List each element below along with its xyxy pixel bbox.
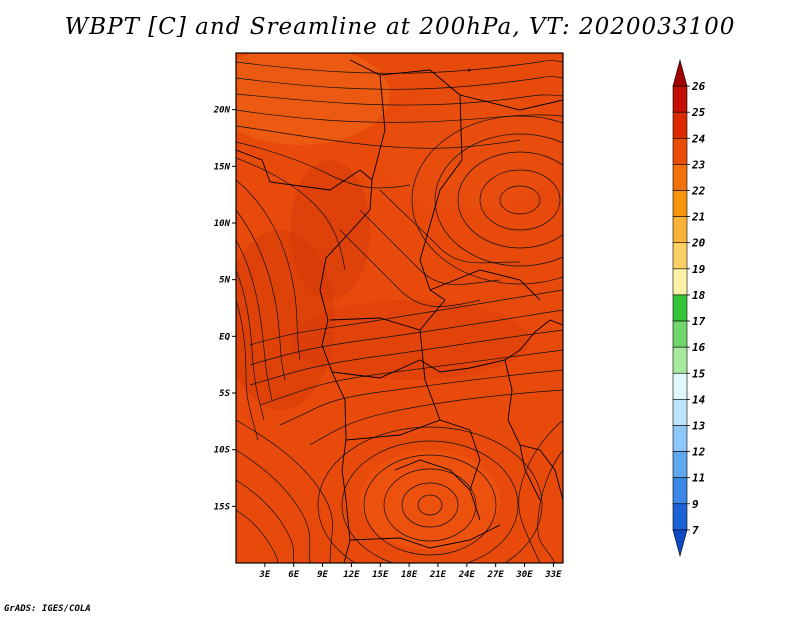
colorbar-label: 25 (691, 106, 706, 119)
colorbar-swatch (672, 111, 688, 139)
map-plot-area (235, 52, 564, 564)
colorbar-label: 21 (691, 211, 705, 224)
lon-tick-label: 12E (343, 570, 360, 580)
colorbar-swatch (672, 372, 688, 400)
grads-credit: GrADS: IGES/COLA (4, 604, 91, 614)
colorbar-label: 15 (692, 367, 706, 380)
lon-tick-label: 6E (288, 570, 299, 580)
colorbar-swatch (672, 346, 688, 374)
colorbar-label: 19 (692, 263, 706, 276)
colorbar-swatch (672, 138, 688, 165)
colorbar-swatch (672, 58, 688, 87)
lon-tick-label: 30E (515, 570, 533, 580)
lon-tick-label: 9E (317, 570, 328, 580)
colorbar-label: 26 (691, 80, 706, 93)
lat-tick-label: 5N (219, 276, 230, 286)
colorbar-label: 9 (692, 498, 699, 511)
colorbar-swatch (672, 529, 688, 558)
colorbar: 26 25 24 23 22 21 20 19 18 17 16 15 14 13 12 11 9 7 (672, 58, 706, 558)
colorbar-swatch (672, 399, 688, 426)
colorbar-label: 18 (692, 289, 706, 302)
lat-tick-label: 20N (213, 106, 231, 116)
streamlines (236, 60, 563, 563)
colorbar-swatch (672, 425, 688, 452)
colorbar-label: 20 (691, 237, 706, 250)
lat-tick-label: 15N (214, 162, 231, 172)
lat-tick-label: 10N (214, 219, 231, 229)
country-borders (236, 59, 563, 563)
colorbar-swatch (672, 242, 688, 270)
lon-tick-label: 15E (372, 570, 389, 580)
colorbar-label: 14 (692, 393, 706, 406)
colorbar-label: 7 (692, 524, 699, 537)
colorbar-swatch (672, 164, 688, 191)
colorbar-swatch (672, 503, 688, 531)
wbpt-shading (236, 53, 560, 550)
lat-tick-label: 15S (214, 502, 231, 512)
colorbar-label: 13 (692, 419, 706, 432)
colorbar-label: 17 (692, 315, 706, 328)
colorbar-swatch (672, 320, 688, 348)
colorbar-swatch (672, 477, 688, 505)
lat-tick-label: 5S (219, 389, 230, 399)
colorbar-label: 22 (691, 185, 706, 198)
colorbar-swatch (672, 268, 688, 296)
colorbar-label: 23 (691, 158, 706, 171)
lon-tick-label: 18E (401, 570, 418, 580)
lon-tick-label: 33E (544, 570, 562, 580)
lat-tick-label: 10S (214, 446, 231, 456)
map-frame (235, 52, 564, 564)
colorbar-label: 12 (692, 446, 706, 459)
colorbar-label: 11 (692, 472, 705, 485)
lon-tick-label: 21E (429, 570, 447, 580)
lon-tick-label: 3E (258, 570, 270, 580)
colorbar-swatch (672, 451, 688, 478)
colorbar-swatch (672, 85, 688, 113)
colorbar-swatch (672, 216, 688, 244)
colorbar-label: 24 (691, 132, 706, 145)
latitude-axis: 20N 15N 10N 5N EQ 5S 10S 15S (213, 106, 236, 512)
lat-tick-label: EQ (219, 332, 230, 342)
lon-tick-label: 27E (487, 570, 505, 580)
colorbar-label: 16 (692, 341, 706, 354)
map-title: WBPT [C] and Sreamline at 200hPa, VT: 20… (64, 14, 736, 40)
colorbar-swatch (672, 190, 688, 217)
lon-tick-label: 24E (458, 570, 476, 580)
longitude-axis: 3E 6E 9E 12E 15E 18E 21E 24E 27E 30E 33E (258, 563, 562, 580)
colorbar-swatch (672, 294, 688, 322)
